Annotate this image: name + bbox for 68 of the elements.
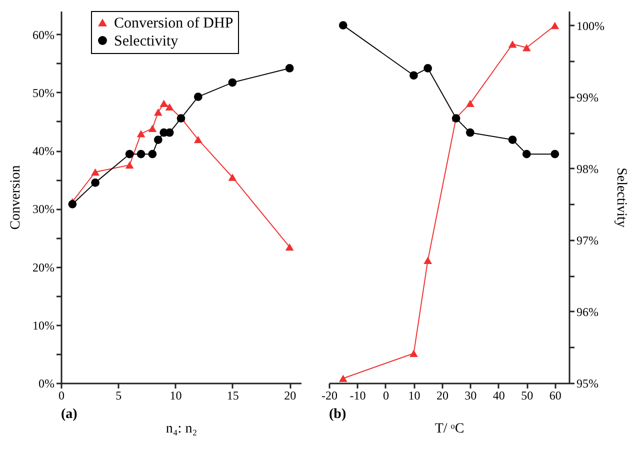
point (508, 40, 517, 48)
text: (a) (61, 407, 78, 422)
x-tick-label: 60 (549, 388, 562, 402)
x-tick-label: -20 (322, 388, 338, 402)
point (148, 124, 157, 132)
point (148, 150, 157, 158)
y-tick-label: 40% (32, 144, 54, 158)
y2-tick-label: 95% (576, 376, 598, 390)
y-tick-label: 50% (32, 86, 54, 100)
y2-axis-title: Selectivity (613, 168, 628, 228)
y-tick-label: 20% (32, 260, 54, 274)
point (228, 78, 237, 87)
y-tick-label: 0% (38, 376, 54, 390)
point (194, 92, 202, 102)
point (228, 174, 237, 181)
x-tick-label: -10 (350, 388, 366, 402)
point (285, 243, 294, 251)
point (550, 150, 560, 158)
y2-tick-label: 97% (576, 233, 598, 248)
point (338, 21, 348, 30)
point (410, 71, 418, 80)
x-tick-label: 10 (170, 388, 182, 402)
y2-tick-label: 99% (576, 90, 598, 104)
point (154, 108, 162, 116)
point (466, 128, 474, 137)
point (136, 150, 146, 158)
text: (b) (329, 407, 346, 422)
x-tick-label: 10 (408, 388, 420, 402)
x-tick-label: 40 (492, 388, 505, 402)
x-tick-label: 0 (58, 388, 64, 402)
point (522, 150, 531, 158)
point (154, 136, 162, 144)
x-tick-label: 15 (226, 388, 239, 402)
point (285, 64, 294, 72)
point (424, 256, 432, 264)
point (522, 44, 531, 52)
y-axis-title: Conversion (8, 165, 24, 230)
point (136, 130, 146, 138)
x-tick-label: 50 (521, 388, 534, 402)
point (194, 136, 202, 144)
y-tick-label: 60% (32, 28, 54, 42)
point (508, 136, 517, 144)
y2-tick-label: 96% (576, 304, 598, 319)
point (125, 161, 134, 169)
x-tick-label: 0 (382, 388, 389, 402)
point (165, 103, 174, 111)
point (550, 22, 560, 30)
x-tick-label: 20 (436, 388, 448, 402)
point (91, 168, 100, 176)
point (410, 350, 418, 357)
point (160, 100, 168, 108)
x-axis-title: T/ ᵒC (434, 422, 464, 436)
legend-label: Conversion of DHP (114, 16, 234, 32)
point (125, 150, 134, 158)
point (466, 100, 474, 108)
y2-tick-label: 100% (576, 18, 604, 33)
legend-label: Selectivity (114, 34, 179, 50)
point (68, 200, 77, 208)
y-tick-label: 10% (32, 318, 54, 332)
x-axis-title: n₄: n₂ (166, 422, 198, 436)
point (91, 178, 100, 187)
x-tick-label: 30 (464, 388, 477, 402)
point (424, 64, 432, 72)
point (338, 374, 348, 382)
y2-tick-label: 98% (576, 162, 598, 176)
x-tick-label: 5 (116, 388, 122, 402)
x-tick-label: 20 (284, 388, 296, 402)
y-tick-label: 30% (32, 202, 54, 216)
